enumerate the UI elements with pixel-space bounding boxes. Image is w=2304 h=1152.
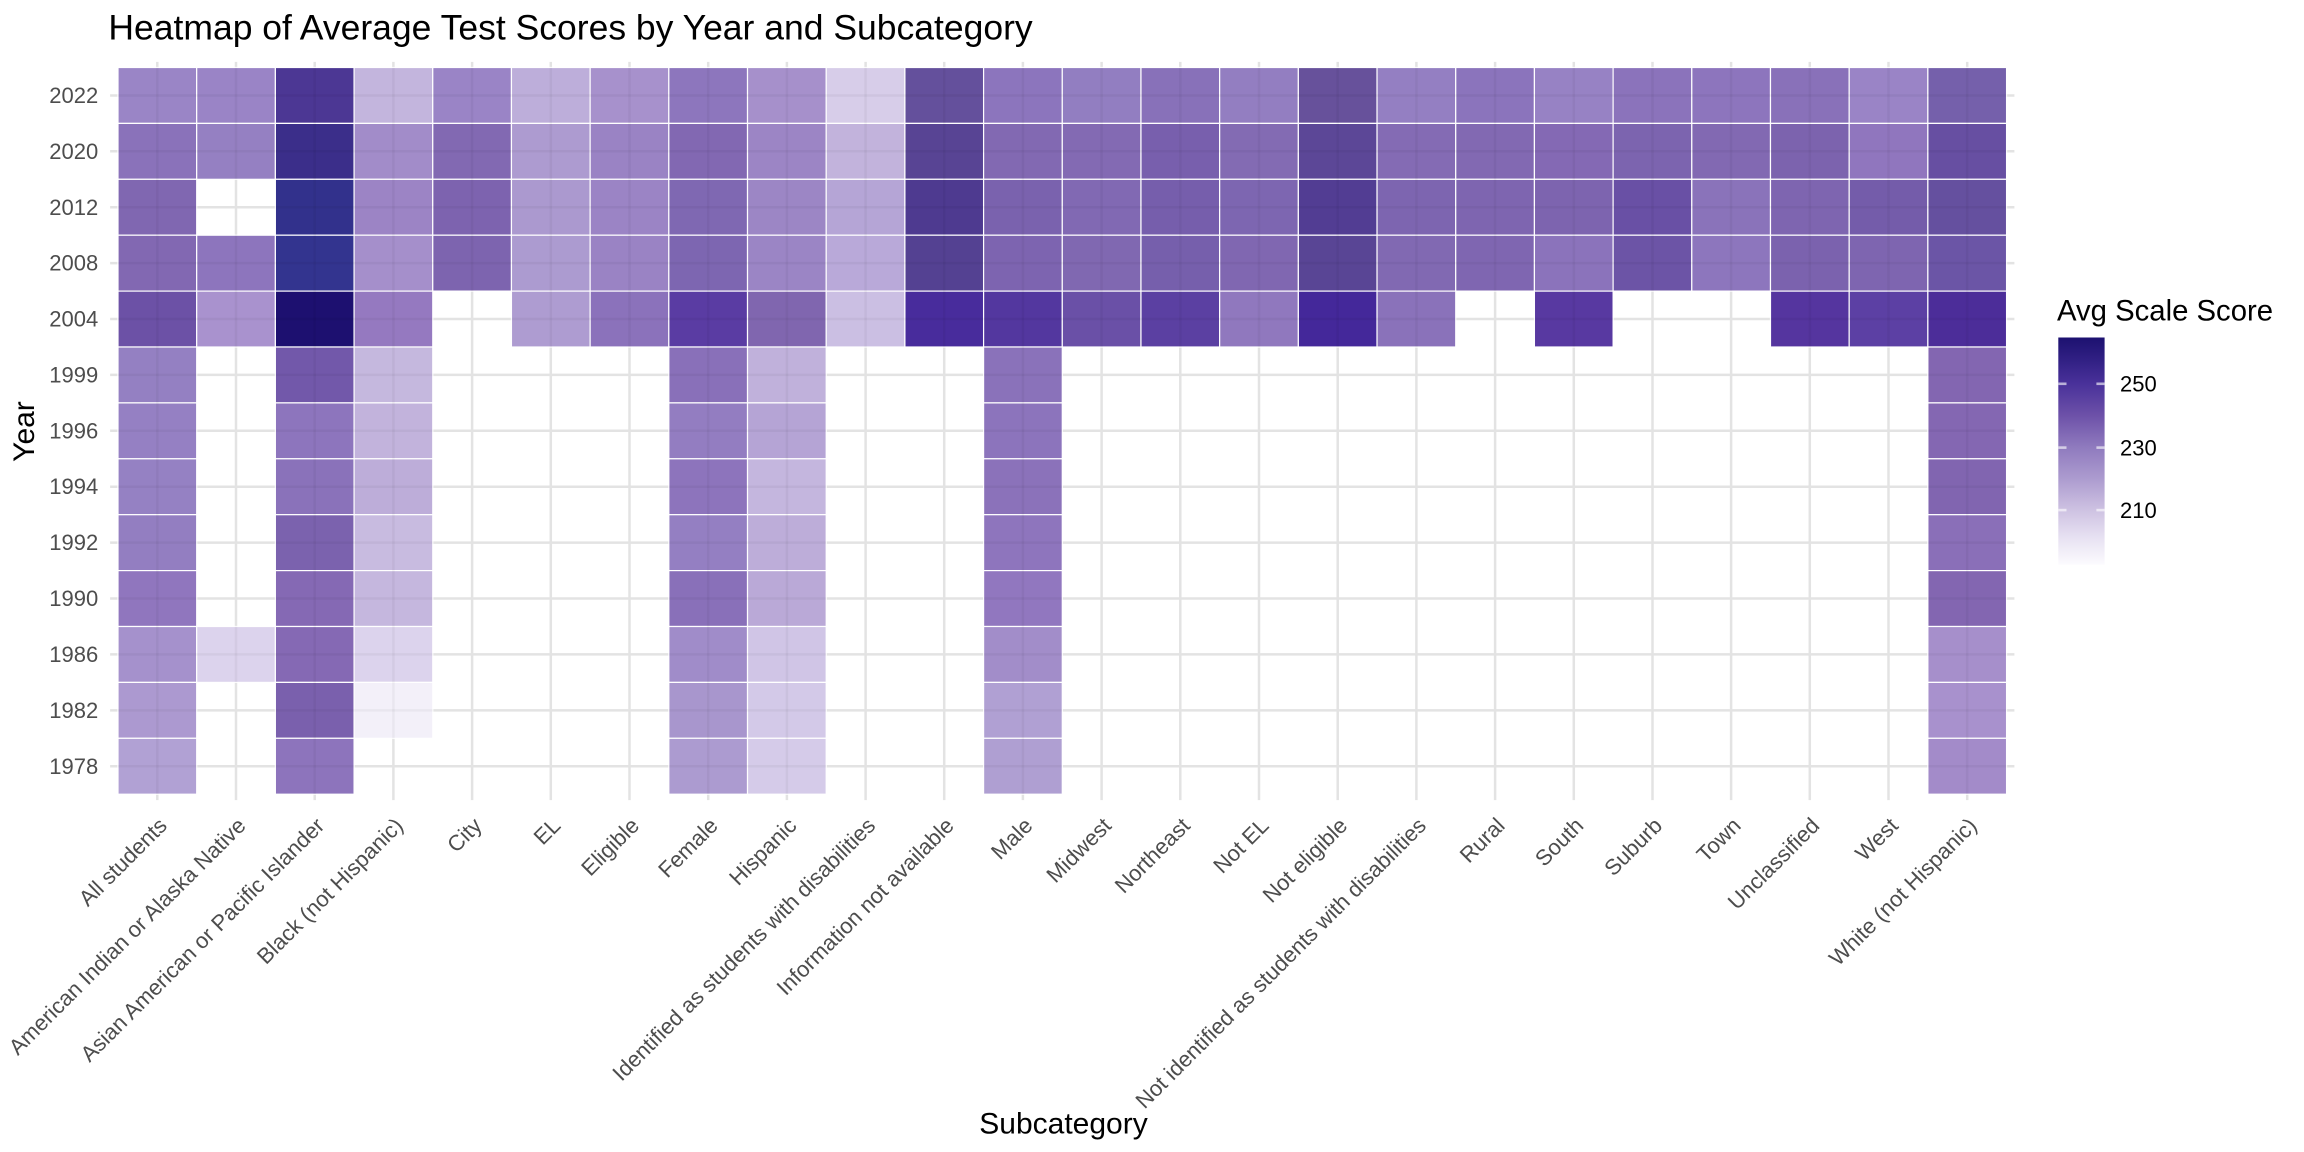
svg-text:2022: 2022	[49, 83, 98, 108]
svg-text:Year: Year	[8, 401, 41, 462]
svg-text:Heatmap of Average Test Scores: Heatmap of Average Test Scores by Year a…	[108, 8, 1033, 48]
svg-text:1978: 1978	[49, 754, 98, 779]
svg-text:Subcategory: Subcategory	[979, 1108, 1147, 1141]
svg-text:2020: 2020	[49, 139, 98, 164]
svg-text:1990: 1990	[49, 586, 98, 611]
svg-text:230: 230	[2120, 435, 2157, 460]
svg-text:Avg Scale Score: Avg Scale Score	[2057, 294, 2273, 327]
svg-text:1999: 1999	[49, 362, 98, 387]
svg-text:2008: 2008	[49, 251, 98, 276]
svg-text:1994: 1994	[49, 474, 98, 499]
svg-text:2004: 2004	[49, 307, 98, 332]
svg-text:250: 250	[2120, 372, 2157, 397]
svg-text:1982: 1982	[49, 698, 98, 723]
svg-text:1986: 1986	[49, 642, 98, 667]
svg-text:1992: 1992	[49, 530, 98, 555]
svg-text:1996: 1996	[49, 418, 98, 443]
svg-text:2012: 2012	[49, 195, 98, 220]
svg-text:210: 210	[2120, 498, 2157, 523]
